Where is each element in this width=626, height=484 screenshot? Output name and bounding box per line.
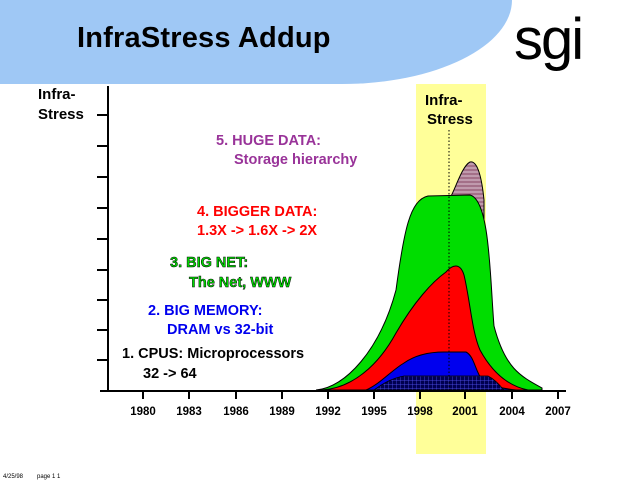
- sgi-logo: sgi: [514, 7, 584, 72]
- label-cpus-line1: 1. CPUS: Microprocessors: [122, 346, 304, 362]
- highlight-label-line2: Stress: [427, 111, 473, 128]
- label-huge-data-line1: 5. HUGE DATA:: [216, 133, 321, 149]
- title-band: [0, 0, 512, 84]
- x-tick-label: 1986: [223, 406, 249, 418]
- slide-title: InfraStress Addup: [77, 22, 331, 54]
- x-tick-label: 2007: [545, 406, 571, 418]
- x-tick-label: 1980: [130, 406, 156, 418]
- x-tick-label: 1995: [361, 406, 387, 418]
- layer-bigger-data: [321, 265, 529, 391]
- label-big-memory-line2: DRAM vs 32-bit: [167, 322, 274, 338]
- x-tick-labels: 1980 1983 1986 1989 1992 1995 1998 2001 …: [130, 406, 571, 418]
- x-tick-label: 2001: [452, 406, 478, 418]
- x-tick-label: 1998: [407, 406, 433, 418]
- x-tick-label: 1992: [315, 406, 341, 418]
- label-bigger-data-line1: 4. BIGGER DATA:: [197, 204, 317, 220]
- x-tick-label: 1989: [269, 406, 295, 418]
- label-huge-data-line2: Storage hierarchy: [234, 152, 357, 168]
- label-cpus-line2: 32 -> 64: [143, 366, 197, 382]
- footer-date: 4/25/98: [3, 474, 24, 480]
- label-big-net-line1: 3. BIG NET:: [170, 255, 248, 271]
- label-big-memory-line1: 2. BIG MEMORY:: [148, 303, 262, 319]
- label-bigger-data-line2: 1.3X -> 1.6X -> 2X: [197, 223, 317, 239]
- x-tick-label: 2004: [499, 406, 525, 418]
- highlight-label: Infra- Stress: [425, 92, 473, 128]
- y-axis-label-line1: Infra-: [38, 86, 76, 103]
- y-axis-label: Infra- Stress: [38, 86, 84, 123]
- highlight-label-line1: Infra-: [425, 92, 463, 109]
- x-tick-marks: [142, 391, 559, 399]
- footer-page: page 1 1: [37, 474, 61, 480]
- y-axis-label-line2: Stress: [38, 106, 84, 123]
- label-big-net-line2: The Net, WWW: [189, 275, 292, 291]
- x-tick-label: 1983: [176, 406, 202, 418]
- layer-cpus: [372, 375, 505, 391]
- y-ticks: [97, 114, 108, 361]
